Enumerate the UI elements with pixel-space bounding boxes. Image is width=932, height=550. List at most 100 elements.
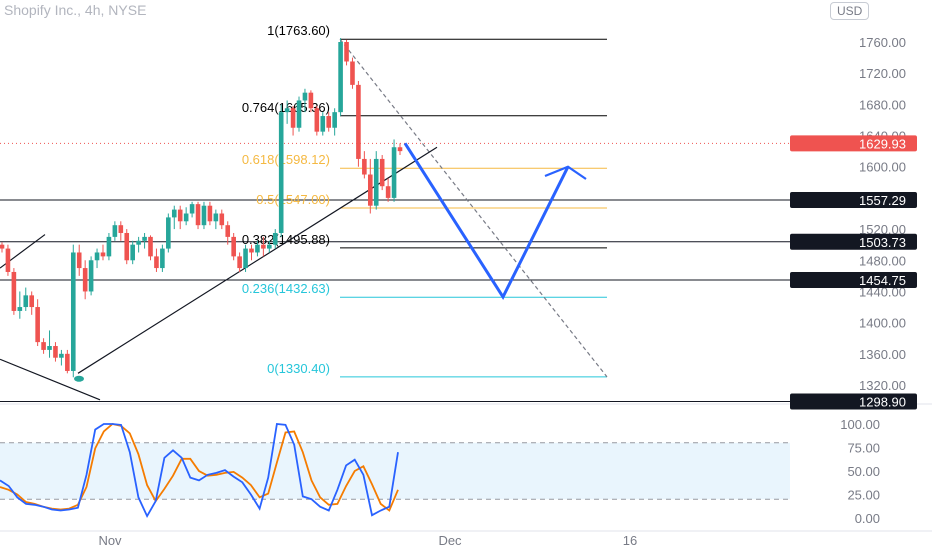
candle-body — [237, 256, 242, 269]
candle-body — [332, 112, 337, 128]
fib-label: 0.618(1598.12) — [242, 152, 330, 167]
candle-body — [53, 346, 58, 358]
candle-body — [207, 205, 213, 222]
candle-body — [338, 42, 343, 113]
time-tick: Nov — [98, 533, 122, 548]
price-tick: 1400.00 — [859, 316, 906, 331]
candle-body — [124, 232, 130, 261]
candle-body — [278, 112, 284, 233]
price-level-badge — [790, 393, 917, 410]
candle-body — [397, 147, 403, 152]
price-level-badge — [790, 271, 917, 288]
time-tick: Dec — [438, 533, 462, 548]
price-level-label: 1503.73 — [859, 235, 906, 250]
candle-body — [261, 244, 266, 249]
stoch-k-line — [0, 423, 399, 519]
price-axis: 1760.001720.001680.001640.001600.001560.… — [790, 35, 917, 526]
price-level-label: 1298.90 — [859, 394, 906, 409]
candle-body — [11, 271, 17, 311]
candle-body — [272, 232, 278, 245]
trend-line-lower — [0, 358, 101, 401]
candle-body — [59, 353, 64, 358]
candle-body — [29, 295, 35, 308]
candle-body — [106, 236, 112, 257]
candle-body — [231, 236, 236, 257]
candle-body — [195, 204, 201, 226]
candle-body — [243, 248, 248, 269]
candle-body — [296, 100, 302, 128]
time-axis: Nov Dec 16 — [0, 530, 932, 548]
candle-body — [136, 240, 141, 245]
candle-body — [70, 252, 76, 371]
price-tick: 1320.00 — [859, 378, 906, 393]
price-tick: 1440.00 — [859, 284, 906, 299]
projection-arrowhead — [544, 165, 587, 180]
candle-body — [35, 307, 40, 343]
candle-body — [302, 92, 308, 101]
candle-body — [112, 225, 118, 237]
fib-retracement: 1(1763.60) 0.764(1665.36) 0.618(1598.12) 0.… — [242, 23, 608, 378]
candle-body — [17, 307, 23, 311]
stoch-tick: 50.00 — [847, 464, 880, 479]
candle-body — [350, 61, 355, 85]
stoch-tick: 100.00 — [840, 417, 880, 432]
fib-label: 0(1330.40) — [267, 361, 330, 376]
price-tick: 1480.00 — [859, 253, 906, 268]
candle-body — [267, 244, 272, 249]
candle-body — [88, 260, 94, 292]
candle-body — [308, 92, 314, 109]
fib-label: 0.5(1547.00) — [256, 192, 330, 207]
candle-body — [171, 209, 177, 218]
price-tick: 1360.00 — [859, 347, 906, 362]
candle-body — [5, 248, 11, 272]
price-tick: 1720.00 — [859, 66, 906, 81]
candle-body — [148, 236, 153, 257]
candle-body — [320, 116, 326, 132]
candle-body — [160, 248, 165, 269]
candle-body — [177, 209, 183, 222]
candle-body — [94, 252, 100, 261]
candle-body — [183, 213, 189, 222]
candle-body — [82, 268, 88, 292]
stochastic-panel — [0, 403, 932, 519]
candle-body — [344, 42, 349, 62]
candle-body — [326, 116, 332, 128]
fib-label: 1(1763.60) — [267, 23, 330, 38]
stoch-tick: 75.00 — [847, 441, 880, 456]
candle-body — [213, 213, 219, 222]
price-levels — [0, 142, 790, 402]
candle-body — [255, 244, 260, 253]
candle-body — [219, 213, 225, 226]
fib-label: 0.236(1432.63) — [242, 281, 330, 296]
price-tick: 1520.00 — [859, 222, 906, 237]
candle-body — [154, 256, 159, 269]
price-level-badge — [790, 233, 917, 250]
projection-path — [403, 142, 587, 300]
fib-trend-line — [339, 38, 608, 378]
fib-label: 0.764(1665.36) — [242, 100, 330, 115]
price-level-badge — [790, 192, 917, 209]
candle-body — [367, 174, 373, 206]
candle-body — [23, 295, 29, 308]
candle-body — [225, 225, 231, 237]
candle-body — [373, 158, 379, 206]
low-marker — [74, 375, 84, 382]
candle-body — [362, 158, 367, 175]
candle-body — [76, 252, 82, 269]
candle-body — [385, 186, 391, 198]
candle-body — [379, 158, 385, 187]
candles — [0, 38, 403, 378]
chart-title: Shopify Inc., 4h, NYSE — [4, 2, 147, 18]
candle-body — [284, 108, 290, 113]
candle-body — [0, 244, 5, 249]
candle-body — [130, 244, 135, 261]
candle-body — [166, 217, 171, 249]
candle-body — [41, 342, 46, 350]
price-tick: 1680.00 — [859, 97, 906, 112]
candle-body — [249, 248, 254, 253]
candle-body — [189, 204, 195, 214]
candle-body — [201, 205, 207, 226]
currency-button[interactable]: USD — [830, 2, 870, 20]
candle-body — [47, 346, 52, 350]
